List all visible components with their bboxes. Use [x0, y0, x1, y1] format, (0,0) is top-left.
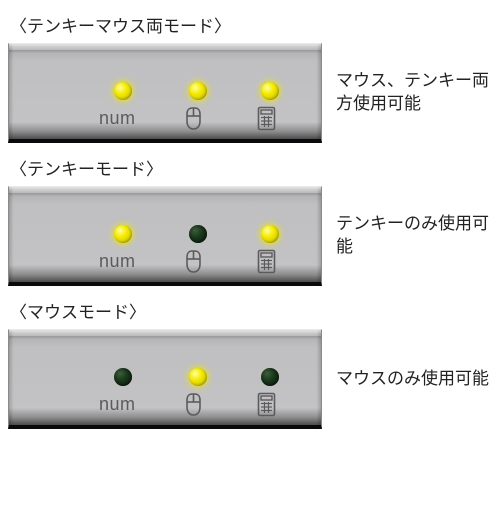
mode-title: 〈マウスモード〉 — [10, 298, 492, 323]
mode-row: num マウス、テンキー両方使用可能 — [8, 43, 492, 143]
mode-description: マウスのみ使用可能 — [336, 368, 492, 391]
mouse-icon — [185, 106, 207, 132]
device-panel: num — [8, 186, 322, 286]
led-num — [114, 225, 132, 243]
led-mouse — [189, 368, 207, 386]
mode-section: 〈マウスモード〉 num マウスのみ使用可能 — [8, 298, 492, 429]
calculator-icon — [257, 392, 277, 418]
mode-title: 〈テンキーマウス両モード〉 — [10, 12, 492, 37]
led-calc — [261, 368, 279, 386]
mouse-icon — [185, 249, 207, 275]
led-mouse — [189, 82, 207, 100]
num-label: num — [99, 251, 136, 272]
mode-row: num マウスのみ使用可能 — [8, 329, 492, 429]
calculator-icon — [257, 249, 277, 275]
mode-title: 〈テンキーモード〉 — [10, 155, 492, 180]
led-num — [114, 368, 132, 386]
mode-description: テンキーのみ使用可能 — [336, 213, 492, 259]
mode-description: マウス、テンキー両方使用可能 — [336, 70, 492, 116]
mouse-icon — [185, 392, 207, 418]
led-mouse — [189, 225, 207, 243]
led-num — [114, 82, 132, 100]
led-calc — [261, 225, 279, 243]
device-panel: num — [8, 329, 322, 429]
mode-section: 〈テンキーマウス両モード〉 num マウス、テンキー両方使用可能 — [8, 12, 492, 143]
mode-row: num テンキーのみ使用可能 — [8, 186, 492, 286]
led-calc — [261, 82, 279, 100]
num-label: num — [99, 394, 136, 415]
device-panel: num — [8, 43, 322, 143]
mode-section: 〈テンキーモード〉 num テンキーのみ使用可能 — [8, 155, 492, 286]
calculator-icon — [257, 106, 277, 132]
num-label: num — [99, 108, 136, 129]
